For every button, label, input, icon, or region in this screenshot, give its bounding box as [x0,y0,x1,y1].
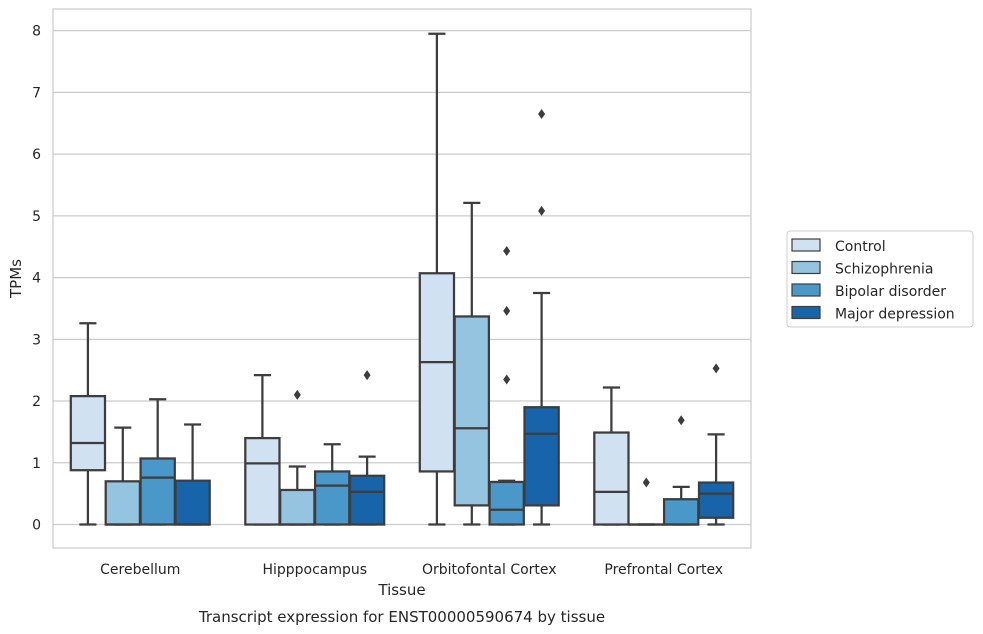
box-control [418,32,456,526]
iqr-box [697,481,735,519]
legend-swatch [791,260,821,275]
y-tick-label: 4 [32,271,41,287]
x-tick-label: Hipppocampus [262,562,367,578]
outlier-point [538,108,546,119]
iqr-box [453,315,491,507]
iqr-box [244,436,281,526]
x-tick-labels: Cerebellum Hipppocampus Orbitofontal Corte… [100,562,723,578]
box-schizophrenia [453,201,491,526]
x-tick-label: Cerebellum [100,562,180,578]
legend-swatch [791,238,821,252]
legend-label: Control [835,239,886,255]
y-tick-label: 7 [32,85,41,101]
x-axis-label: Tissue [377,581,425,599]
box-bipolar-disorder [313,443,351,526]
box-bipolar-disorder [488,246,525,526]
box-control [244,373,281,526]
box-schizophrenia [279,389,316,526]
box-bipolar-disorder [139,398,176,526]
legend-label: Major depression [835,307,955,323]
y-tick-label: 8 [32,24,41,40]
chart-caption: Transcript expression for ENST0000059067… [198,608,605,626]
legend-label: Schizophrenia [835,262,933,278]
outlier-point [677,415,685,426]
box-major-depression [523,108,560,526]
iqr-box [174,479,211,526]
iqr-box [139,457,176,526]
box-bipolar-disorder [662,415,700,526]
y-tick-labels: 0 1 2 3 4 5 6 7 8 [32,24,41,534]
box-major-depression [697,363,735,526]
x-tick-label: Prefrontal Cortex [604,562,723,578]
legend-swatch [791,283,821,297]
box-schizophrenia [104,426,142,526]
box-control [69,322,107,526]
y-tick-label: 0 [32,518,41,534]
x-tick-label: Orbitofontal Cortex [422,562,557,578]
outlier-point [503,305,511,316]
iqr-box [348,474,386,526]
legend-swatch [791,305,821,320]
box-control [593,386,630,526]
iqr-box [69,394,107,472]
outlier-point [293,389,301,400]
legend-frame [786,230,974,328]
outlier-point [538,205,546,216]
box-schizophrenia [628,477,665,526]
outlier-point [712,363,720,374]
iqr-box [418,272,456,473]
outlier-point [503,246,511,257]
box-series [69,32,735,526]
y-tick-label: 3 [32,332,41,348]
legend: Control Schizophrenia Bipolar disorder Majo… [786,230,974,328]
box-major-depression [174,423,211,526]
outlier-point [503,374,511,385]
iqr-box [313,470,351,526]
box-major-depression [348,370,386,526]
plot-frame [52,8,752,549]
iqr-box [523,406,560,507]
outlier-point [363,370,371,381]
legend-label: Bipolar disorder [835,284,946,300]
iqr-box [279,488,316,526]
iqr-box [104,480,142,526]
outlier-point [642,477,650,488]
iqr-box [593,431,630,526]
iqr-box [662,498,700,526]
y-tick-label: 2 [32,394,41,410]
y-tick-label: 6 [32,147,41,163]
y-axis-label: TPMs [7,259,25,299]
y-tick-label: 1 [32,456,41,472]
y-tick-label: 5 [32,209,41,225]
iqr-box [488,480,525,526]
